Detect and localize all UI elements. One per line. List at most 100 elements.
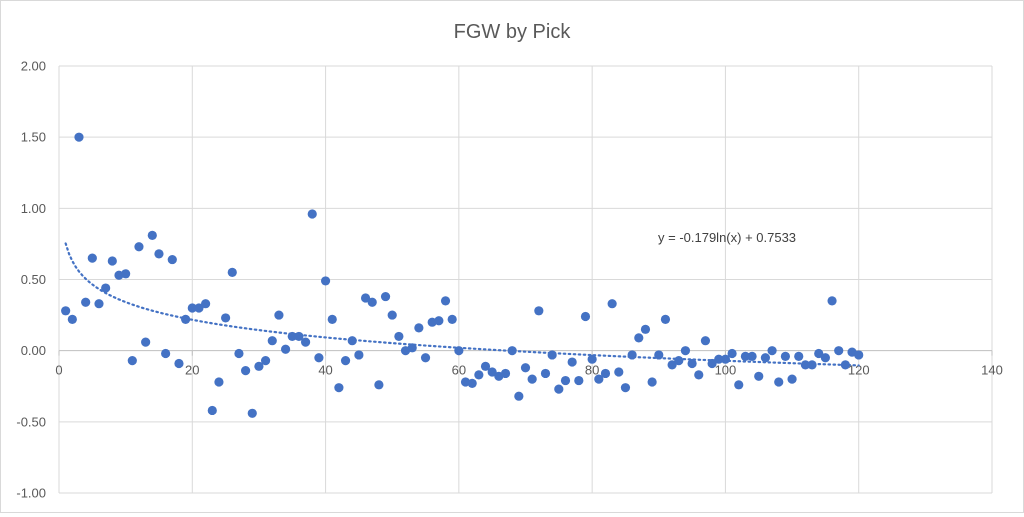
data-point	[327, 314, 337, 324]
data-point	[834, 346, 844, 356]
data-point	[540, 368, 551, 379]
data-point	[647, 377, 657, 387]
data-point	[474, 370, 484, 380]
x-tick-label: 20	[185, 363, 199, 378]
data-points	[61, 132, 864, 418]
data-point	[287, 331, 297, 342]
data-point	[587, 354, 597, 364]
data-point	[121, 269, 131, 279]
data-point	[660, 314, 671, 324]
y-tick-label: 1.50	[21, 130, 46, 145]
data-point	[61, 306, 71, 316]
data-point	[487, 367, 497, 377]
data-point	[187, 303, 197, 313]
data-point	[101, 283, 111, 293]
data-point	[340, 356, 351, 366]
data-point	[107, 256, 117, 266]
x-tick-label: 80	[585, 363, 599, 378]
data-point	[67, 314, 77, 324]
data-point	[620, 383, 631, 393]
y-tick-label: 2.00	[21, 59, 46, 74]
data-point	[260, 356, 271, 366]
data-point	[354, 350, 364, 360]
data-point	[374, 380, 384, 390]
data-point	[547, 350, 557, 360]
data-point	[740, 351, 751, 361]
data-point	[787, 374, 797, 384]
data-point	[480, 361, 491, 371]
data-point	[307, 209, 317, 219]
data-point	[467, 378, 477, 388]
data-point	[181, 314, 191, 324]
data-point	[720, 354, 731, 364]
data-point	[760, 353, 771, 363]
data-point	[247, 408, 257, 418]
data-point	[520, 363, 531, 373]
data-point	[380, 291, 391, 302]
data-point	[627, 350, 637, 360]
data-point	[754, 371, 764, 381]
data-point	[680, 346, 691, 356]
chart-title: FGW by Pick	[454, 21, 572, 43]
data-point	[347, 336, 357, 346]
data-point	[700, 336, 711, 346]
data-point	[727, 348, 737, 359]
data-point	[440, 296, 451, 306]
data-point	[580, 311, 591, 322]
data-point	[81, 297, 91, 307]
data-point	[254, 361, 264, 371]
data-point	[594, 374, 604, 384]
data-point	[87, 253, 97, 263]
trendline	[64, 242, 860, 367]
data-point	[420, 353, 431, 363]
data-point	[201, 299, 211, 309]
data-point	[314, 353, 324, 363]
data-point	[554, 384, 564, 394]
data-point	[667, 360, 677, 370]
data-point	[500, 368, 511, 379]
y-tick-label: -0.50	[16, 414, 46, 429]
axes: -1.00 -0.50 0.00 0.50 1.00 1.50 2.00 0 20 40 60 80 1…	[16, 59, 1002, 501]
trendline-equation: y = -0.179ln(x) + 0.7533	[658, 230, 796, 245]
data-point	[300, 337, 311, 347]
gridlines	[58, 65, 993, 494]
data-point	[807, 360, 817, 370]
data-point	[360, 293, 371, 303]
data-point	[747, 351, 757, 361]
data-point	[827, 296, 837, 306]
data-point	[407, 343, 417, 353]
data-point	[814, 348, 824, 359]
data-point	[161, 348, 171, 359]
data-point	[194, 303, 204, 313]
data-point	[174, 358, 184, 369]
data-point	[507, 346, 517, 356]
data-point	[607, 299, 617, 309]
data-point	[334, 383, 344, 393]
x-tick-label: 0	[55, 363, 62, 378]
data-point	[767, 346, 777, 356]
data-point	[687, 358, 697, 369]
data-point	[794, 351, 804, 361]
data-point	[74, 132, 84, 142]
data-point	[141, 337, 151, 347]
data-point	[154, 249, 164, 259]
data-point	[134, 242, 144, 252]
data-point	[434, 316, 444, 326]
data-point	[527, 374, 537, 384]
data-point	[780, 351, 791, 361]
data-point	[227, 267, 237, 277]
x-tick-label: 60	[452, 363, 466, 378]
data-point	[714, 354, 724, 364]
data-point	[774, 377, 784, 387]
x-tick-label: 100	[715, 363, 737, 378]
data-point	[167, 254, 177, 265]
data-point	[414, 323, 424, 333]
data-point	[207, 405, 217, 416]
data-point	[674, 356, 684, 366]
y-tick-label: -1.00	[16, 486, 46, 501]
data-point	[367, 297, 377, 307]
data-point	[127, 356, 137, 366]
data-point	[840, 360, 850, 370]
